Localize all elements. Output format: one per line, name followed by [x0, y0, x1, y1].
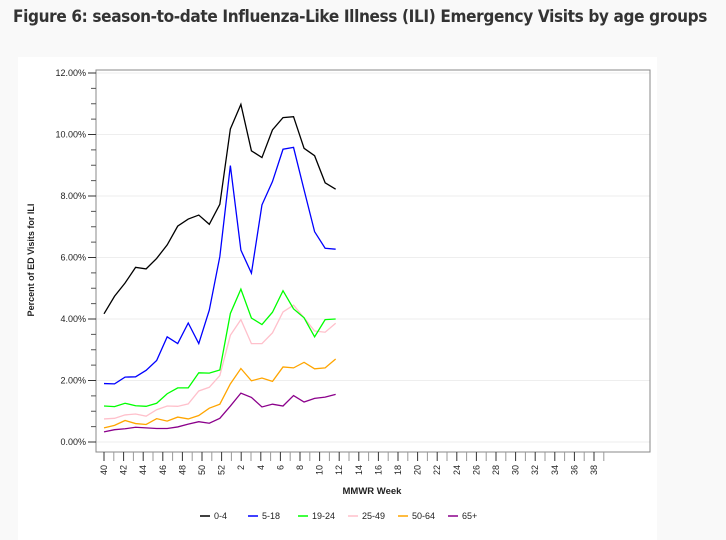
legend-label: 5-18 — [262, 511, 280, 521]
x-tick-label: 32 — [530, 465, 540, 475]
y-tick-label: 12.00% — [55, 68, 86, 78]
x-tick-label: 44 — [138, 465, 148, 475]
x-tick-label: 14 — [354, 465, 364, 475]
y-tick-label: 8.00% — [60, 191, 86, 201]
legend-label: 25-49 — [362, 511, 385, 521]
x-tick-label: 2 — [236, 465, 246, 470]
legend-label: 0-4 — [214, 511, 227, 521]
x-tick-label: 38 — [589, 465, 599, 475]
legend-label: 65+ — [462, 511, 477, 521]
x-tick-label: 34 — [550, 465, 560, 475]
x-tick-label: 48 — [177, 465, 187, 475]
series-line-19-24 — [103, 287, 336, 408]
x-tick-label: 10 — [315, 465, 325, 475]
x-tick-label: 8 — [295, 465, 305, 470]
y-tick-label: 10.00% — [55, 130, 86, 140]
y-tick-label: 2.00% — [60, 376, 86, 386]
x-tick-label: 24 — [452, 465, 462, 475]
x-tick-label: 52 — [217, 465, 227, 475]
x-tick-label: 22 — [432, 465, 442, 475]
x-tick-label: 50 — [197, 465, 207, 475]
x-tick-label: 12 — [334, 465, 344, 475]
legend-label: 50-64 — [412, 511, 435, 521]
x-tick-label: 26 — [471, 465, 481, 475]
x-tick-label: 28 — [491, 465, 501, 475]
x-tick-label: 16 — [373, 465, 383, 475]
figure-title: Figure 6: season-to-date Influenza-Like … — [13, 7, 708, 26]
plot-frame — [95, 69, 651, 453]
y-tick-label: 0.00% — [60, 437, 86, 447]
x-tick-label: 40 — [99, 465, 109, 475]
x-tick-label: 30 — [511, 465, 521, 475]
series-line-65+ — [103, 392, 336, 433]
series-line-0-4 — [103, 102, 336, 315]
y-tick-label: 6.00% — [60, 253, 86, 263]
series-line-50-64 — [103, 358, 337, 429]
x-tick-label: 6 — [275, 465, 285, 470]
y-axis-label: Percent of ED Visits for ILI — [26, 204, 36, 317]
y-tick-label: 4.00% — [60, 314, 86, 324]
x-tick-label: 36 — [569, 465, 579, 475]
x-axis-label: MMWR Week — [343, 486, 403, 497]
x-tick-label: 18 — [393, 465, 403, 475]
x-tick-label: 46 — [158, 465, 168, 475]
series-line-25-49 — [103, 304, 337, 420]
x-tick-label: 42 — [119, 465, 129, 475]
series-line-5-18 — [103, 146, 336, 385]
x-tick-label: 4 — [256, 465, 266, 470]
x-tick-label: 20 — [413, 465, 423, 475]
chart-panel — [18, 57, 657, 540]
legend-label: 19-24 — [312, 511, 335, 521]
